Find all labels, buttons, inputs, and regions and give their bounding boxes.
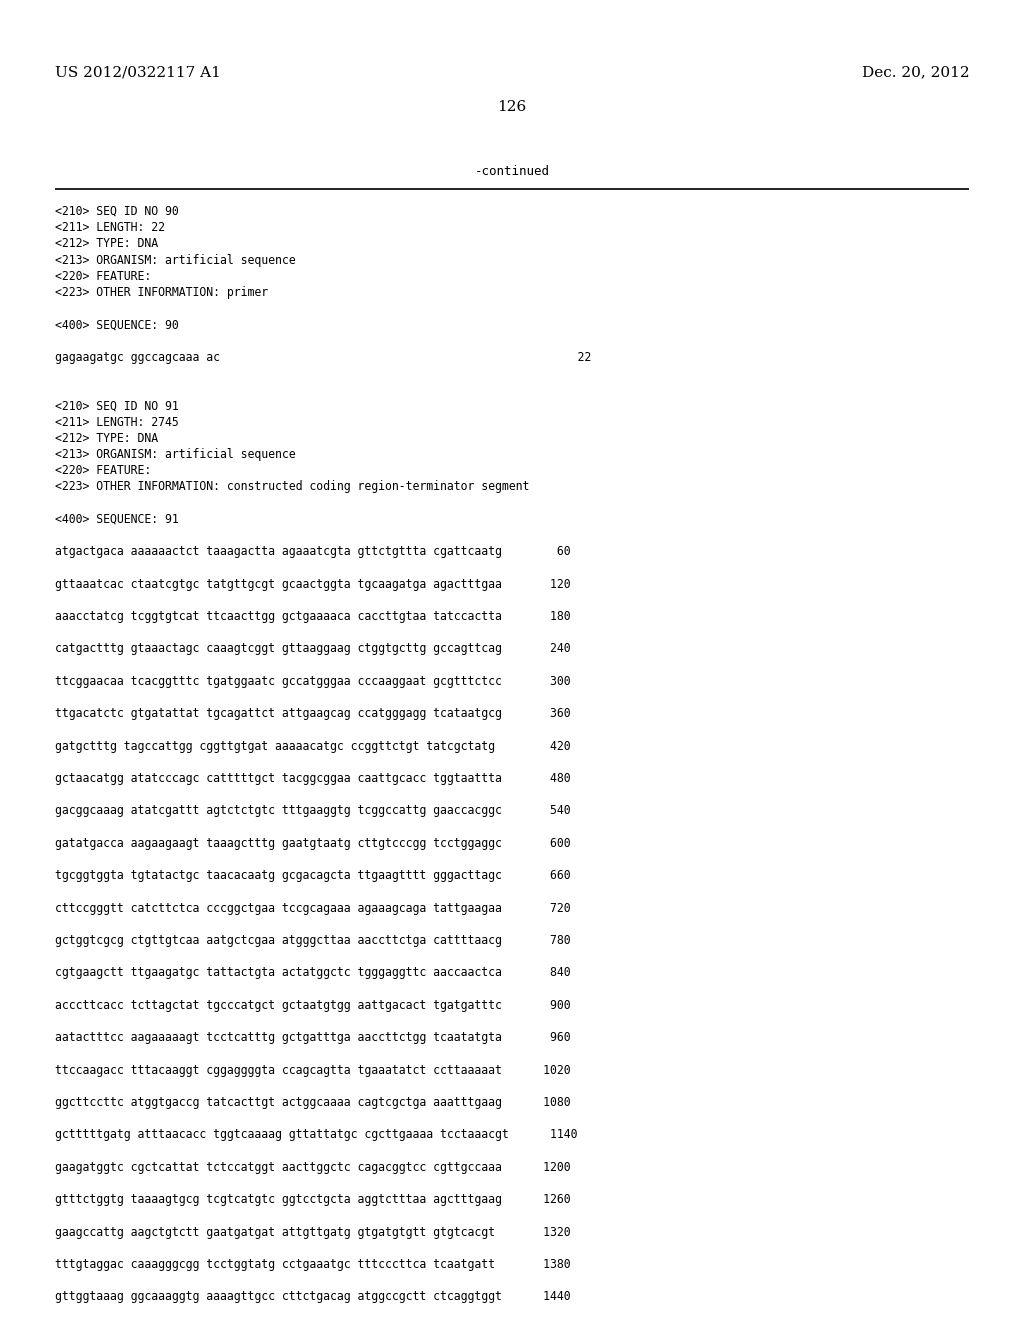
Text: <212> TYPE: DNA: <212> TYPE: DNA — [55, 238, 158, 251]
Text: gagaagatgc ggccagcaaa ac                                                    22: gagaagatgc ggccagcaaa ac 22 — [55, 351, 591, 364]
Text: ttcggaacaa tcacggtttc tgatggaatc gccatgggaa cccaaggaat gcgtttctcc       300: ttcggaacaa tcacggtttc tgatggaatc gccatgg… — [55, 675, 570, 688]
Text: <210> SEQ ID NO 90: <210> SEQ ID NO 90 — [55, 205, 179, 218]
Text: <211> LENGTH: 22: <211> LENGTH: 22 — [55, 222, 165, 234]
Text: <223> OTHER INFORMATION: primer: <223> OTHER INFORMATION: primer — [55, 286, 268, 300]
Text: gctttttgatg atttaacacc tggtcaaaag gttattatgc cgcttgaaaa tcctaaacgt      1140: gctttttgatg atttaacacc tggtcaaaag gttatt… — [55, 1129, 578, 1142]
Text: <220> FEATURE:: <220> FEATURE: — [55, 465, 152, 478]
Text: gctaacatgg atatcccagc catttttgct tacggcggaa caattgcacc tggtaattta       480: gctaacatgg atatcccagc catttttgct tacggcg… — [55, 772, 570, 785]
Text: US 2012/0322117 A1: US 2012/0322117 A1 — [55, 65, 221, 79]
Text: gttggtaaag ggcaaaggtg aaaagttgcc cttctgacag atggccgctt ctcaggtggt      1440: gttggtaaag ggcaaaggtg aaaagttgcc cttctga… — [55, 1291, 570, 1303]
Text: <400> SEQUENCE: 91: <400> SEQUENCE: 91 — [55, 512, 179, 525]
Text: gtttctggtg taaaagtgcg tcgtcatgtc ggtcctgcta aggtctttaa agctttgaag      1260: gtttctggtg taaaagtgcg tcgtcatgtc ggtcctg… — [55, 1193, 570, 1206]
Text: cttccgggtt catcttctca cccggctgaa tccgcagaaa agaaagcaga tattgaagaa       720: cttccgggtt catcttctca cccggctgaa tccgcag… — [55, 902, 570, 915]
Text: <211> LENGTH: 2745: <211> LENGTH: 2745 — [55, 416, 179, 429]
Text: <212> TYPE: DNA: <212> TYPE: DNA — [55, 432, 158, 445]
Text: gctggtcgcg ctgttgtcaa aatgctcgaa atgggcttaa aaccttctga cattttaacg       780: gctggtcgcg ctgttgtcaa aatgctcgaa atgggct… — [55, 935, 570, 946]
Text: gacggcaaag atatcgattt agtctctgtc tttgaaggtg tcggccattg gaaccacggc       540: gacggcaaag atatcgattt agtctctgtc tttgaag… — [55, 804, 570, 817]
Text: Dec. 20, 2012: Dec. 20, 2012 — [862, 65, 970, 79]
Text: -continued: -continued — [474, 165, 550, 178]
Text: <213> ORGANISM: artificial sequence: <213> ORGANISM: artificial sequence — [55, 253, 296, 267]
Text: tttgtaggac caaagggcgg tcctggtatg cctgaaatgc tttcccttca tcaatgatt       1380: tttgtaggac caaagggcgg tcctggtatg cctgaaa… — [55, 1258, 570, 1271]
Text: aaacctatcg tcggtgtcat ttcaacttgg gctgaaaaca caccttgtaa tatccactta       180: aaacctatcg tcggtgtcat ttcaacttgg gctgaaa… — [55, 610, 570, 623]
Text: gttaaatcac ctaatcgtgc tatgttgcgt gcaactggta tgcaagatga agactttgaa       120: gttaaatcac ctaatcgtgc tatgttgcgt gcaactg… — [55, 578, 570, 590]
Text: acccttcacc tcttagctat tgcccatgct gctaatgtgg aattgacact tgatgatttc       900: acccttcacc tcttagctat tgcccatgct gctaatg… — [55, 999, 570, 1012]
Text: ggcttccttc atggtgaccg tatcacttgt actggcaaaa cagtcgctga aaatttgaag      1080: ggcttccttc atggtgaccg tatcacttgt actggca… — [55, 1096, 570, 1109]
Text: ttccaagacc tttacaaggt cggaggggta ccagcagtta tgaaatatct ccttaaaaat      1020: ttccaagacc tttacaaggt cggaggggta ccagcag… — [55, 1064, 570, 1077]
Text: cgtgaagctt ttgaagatgc tattactgta actatggctc tgggaggttc aaccaactca       840: cgtgaagctt ttgaagatgc tattactgta actatgg… — [55, 966, 570, 979]
Text: <223> OTHER INFORMATION: constructed coding region-terminator segment: <223> OTHER INFORMATION: constructed cod… — [55, 480, 529, 494]
Text: <400> SEQUENCE: 90: <400> SEQUENCE: 90 — [55, 318, 179, 331]
Text: gaagatggtc cgctcattat tctccatggt aacttggctc cagacggtcc cgttgccaaa      1200: gaagatggtc cgctcattat tctccatggt aacttgg… — [55, 1160, 570, 1173]
Text: gatgctttg tagccattgg cggttgtgat aaaaacatgc ccggttctgt tatcgctatg        420: gatgctttg tagccattgg cggttgtgat aaaaacat… — [55, 739, 570, 752]
Text: gaagccattg aagctgtctt gaatgatgat attgttgatg gtgatgtgtt gtgtcacgt       1320: gaagccattg aagctgtctt gaatgatgat attgttg… — [55, 1225, 570, 1238]
Text: ttgacatctc gtgatattat tgcagattct attgaagcag ccatgggagg tcataatgcg       360: ttgacatctc gtgatattat tgcagattct attgaag… — [55, 708, 570, 721]
Text: tgcggtggta tgtatactgc taacacaatg gcgacagcta ttgaagtttt gggacttagc       660: tgcggtggta tgtatactgc taacacaatg gcgacag… — [55, 869, 570, 882]
Text: catgactttg gtaaactagc caaagtcggt gttaaggaag ctggtgcttg gccagttcag       240: catgactttg gtaaactagc caaagtcggt gttaagg… — [55, 643, 570, 656]
Text: <220> FEATURE:: <220> FEATURE: — [55, 269, 152, 282]
Text: <210> SEQ ID NO 91: <210> SEQ ID NO 91 — [55, 400, 179, 412]
Text: 126: 126 — [498, 100, 526, 114]
Text: atgactgaca aaaaaactct taaagactta agaaatcgta gttctgttta cgattcaatg        60: atgactgaca aaaaaactct taaagactta agaaatc… — [55, 545, 570, 558]
Text: gatatgacca aagaagaagt taaagctttg gaatgtaatg cttgtcccgg tcctggaggc       600: gatatgacca aagaagaagt taaagctttg gaatgta… — [55, 837, 570, 850]
Text: <213> ORGANISM: artificial sequence: <213> ORGANISM: artificial sequence — [55, 447, 296, 461]
Text: aatactttcc aagaaaaagt tcctcatttg gctgatttga aaccttctgg tcaatatgta       960: aatactttcc aagaaaaagt tcctcatttg gctgatt… — [55, 1031, 570, 1044]
